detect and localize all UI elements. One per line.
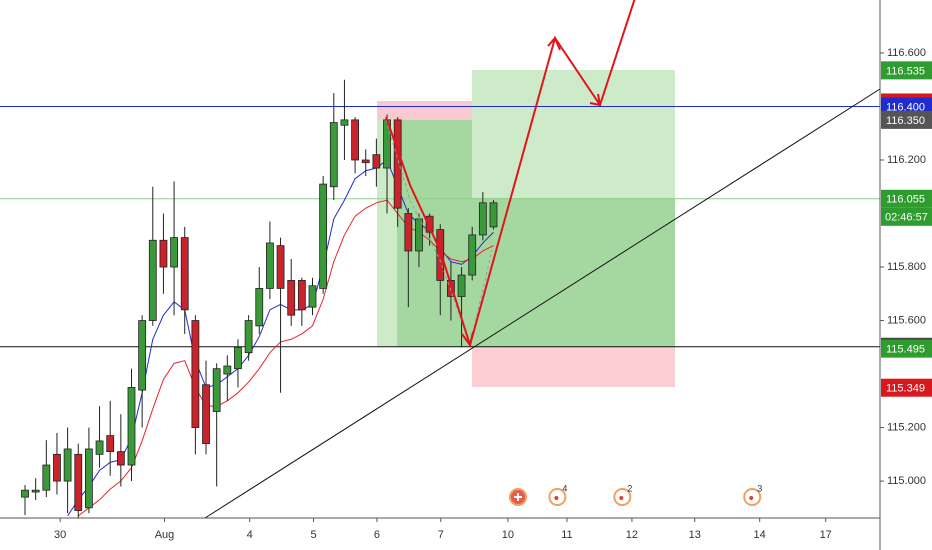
candle-body	[287, 280, 296, 316]
candle-body	[393, 119, 402, 209]
price-label: 116.350	[886, 115, 925, 127]
price-label: 116.400	[886, 101, 925, 113]
event-dot	[619, 496, 624, 500]
x-tick-label: 10	[502, 529, 514, 541]
forecast-arrow	[599, 0, 636, 106]
candle-body	[31, 489, 40, 493]
price-label-box	[881, 189, 932, 208]
candle-body	[127, 387, 136, 466]
axes: 116.600 116.200 115.800 115.600 115.200 115.0…	[54, 47, 932, 541]
countdown: 02:46:57	[885, 212, 928, 224]
x-tick-label: 12	[626, 529, 638, 541]
candle-body	[85, 448, 93, 509]
x-tick-label: 7	[438, 529, 444, 541]
price-label: 115.495	[886, 344, 925, 356]
candle-body	[106, 435, 115, 453]
candle-body	[297, 280, 306, 311]
candle-body	[53, 453, 61, 482]
event-dot	[749, 496, 754, 500]
price-label-box	[881, 110, 932, 129]
candle-body	[95, 440, 104, 455]
candle-body	[329, 122, 338, 188]
price-label: 115.349	[886, 383, 925, 395]
candle-body	[212, 368, 221, 412]
short-stop-zone	[377, 101, 472, 120]
candle-body	[255, 288, 264, 327]
x-tick-label: 14	[754, 529, 766, 541]
candle-body	[276, 245, 285, 289]
candle-body	[138, 320, 147, 391]
price-label-box	[881, 61, 932, 80]
plot	[0, 79, 880, 519]
x-tick-label: 17	[820, 529, 832, 541]
candle-body	[74, 453, 83, 511]
candle-body	[478, 202, 487, 236]
long-stop-zone	[472, 347, 675, 387]
candle-body	[489, 202, 498, 228]
candle-body	[148, 239, 157, 321]
event-count: 3	[757, 483, 762, 493]
candle-body	[372, 154, 381, 169]
x-tick-label: 4	[247, 529, 253, 541]
candle-body	[223, 365, 232, 375]
candle-body	[351, 119, 359, 161]
candle-body	[234, 346, 242, 370]
arrow-head	[547, 36, 561, 51]
candle-body	[468, 234, 477, 276]
candle-body	[425, 215, 434, 233]
candle-body	[457, 274, 466, 297]
price-label: 116.055	[886, 194, 925, 206]
candle-body	[266, 242, 274, 289]
y-tick-label: 116.600	[887, 47, 926, 59]
moving-average	[77, 199, 494, 517]
candle-body	[436, 229, 445, 281]
y-tick-label: 115.600	[887, 314, 926, 326]
dashed-path	[469, 249, 493, 346]
candle-body	[191, 320, 200, 428]
candle-body	[244, 320, 253, 354]
event-plus	[513, 493, 522, 501]
y-tick-label: 116.200	[887, 154, 926, 166]
candle-body	[63, 448, 72, 482]
price-label-box	[881, 339, 932, 358]
long-filled-zone	[472, 198, 675, 347]
candle-body	[159, 239, 168, 268]
y-tick-label: 115.800	[887, 261, 926, 273]
event-count: 4	[562, 483, 567, 493]
event-count: 2	[627, 483, 632, 493]
candle-body	[308, 285, 317, 308]
x-tick-label: 6	[374, 529, 380, 541]
y-tick-label: 115.200	[887, 421, 926, 433]
candle-body	[361, 159, 370, 164]
candle-body	[202, 384, 210, 445]
countdown-box	[881, 207, 932, 226]
candle-body	[447, 280, 455, 297]
price-label-box	[881, 378, 932, 397]
candle-body	[116, 451, 125, 466]
forecast-arrows	[385, 35, 601, 349]
candle-body	[340, 119, 349, 126]
trend-line	[204, 88, 881, 519]
event-dot	[554, 496, 559, 500]
x-tick-label: 30	[54, 529, 66, 541]
candle-body	[319, 183, 328, 289]
x-tick-label: Aug	[155, 529, 175, 541]
x-tick-label: 13	[689, 529, 701, 541]
candle-body	[404, 213, 413, 252]
candle-body	[170, 237, 178, 268]
arrow-head	[589, 93, 602, 107]
x-tick-label: 5	[311, 529, 317, 541]
arrow-head	[461, 331, 474, 348]
candle-body	[21, 489, 29, 498]
x-tick-label: 11	[561, 529, 572, 541]
price-label: 116.535	[886, 65, 925, 77]
candle-body	[42, 464, 51, 491]
y-tick-label: 115.000	[887, 475, 926, 487]
candle-body	[180, 237, 189, 311]
